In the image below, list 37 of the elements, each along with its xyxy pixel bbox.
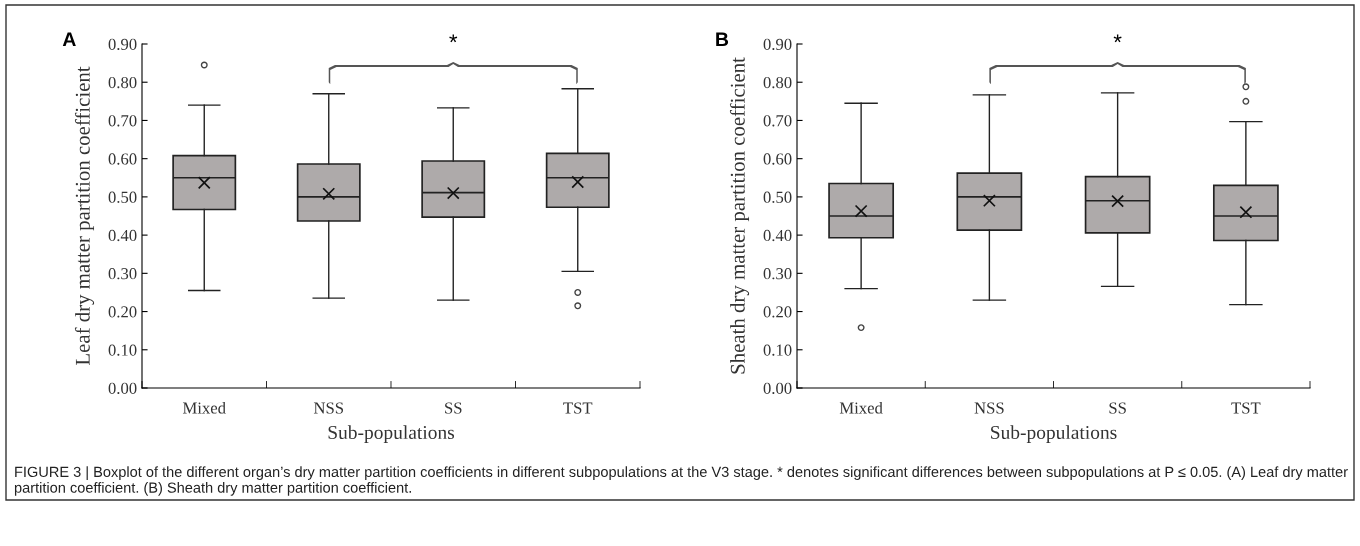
x-tick-label: SS — [445, 402, 462, 414]
y-axis-title: Leaf dry matter partition coefficient — [74, 66, 95, 366]
y-tick-label: 0.40 — [763, 229, 792, 242]
y-tick-label: 0.80 — [108, 76, 137, 89]
y-tick-label: 0.90 — [763, 38, 792, 51]
x-tick-label: NSS — [974, 402, 1004, 414]
y-tick-label: 0.30 — [763, 268, 792, 280]
x-tick-label: NSS — [313, 402, 344, 414]
x-tick-label: Mixed — [839, 401, 883, 414]
y-axis-title: Sheath dry matter partition coefficient — [729, 57, 750, 374]
y-tick-label: 0.10 — [763, 344, 792, 356]
y-tick-label: 0.00 — [763, 382, 792, 395]
y-tick-label: 0.70 — [108, 115, 137, 127]
y-tick-label: 0.50 — [763, 191, 792, 203]
chart-title: A — [62, 32, 76, 46]
chart-title: B — [716, 32, 729, 46]
y-tick-label: 0.60 — [108, 153, 137, 165]
x-axis-title: Sub-populations — [328, 425, 455, 443]
y-tick-label: 0.40 — [108, 229, 137, 242]
y-tick-label: 0.60 — [763, 153, 792, 165]
x-tick-label: TST — [563, 402, 593, 414]
x-tick-label: Mixed — [182, 401, 226, 414]
y-tick-label: 0.80 — [763, 76, 792, 89]
y-tick-label: 0.10 — [108, 344, 137, 356]
x-tick-label: SS — [1109, 402, 1126, 414]
y-tick-label: 0.00 — [108, 382, 137, 395]
text: * — [449, 34, 458, 43]
y-tick-label: 0.30 — [108, 268, 137, 280]
y-tick-label: 0.50 — [108, 191, 137, 203]
y-tick-label: 0.20 — [763, 306, 792, 318]
y-tick-label: 0.70 — [763, 115, 792, 127]
y-tick-label: 0.20 — [108, 306, 137, 318]
y-tick-label: 0.90 — [108, 38, 137, 51]
x-tick-label: TST — [1231, 402, 1261, 414]
caption: FIGURE 3 | Boxplot of the different organ’s dry matter partition coefficients in different subpopulations at the V3 stage. * denotes significant differences between subpopulations at P ≤ 0.05. (A) Leaf dry matter partition coefficient. (B) Sheath dry matter partition coefficient. — [14, 466, 1348, 496]
x-axis-title: Sub-populations — [991, 425, 1117, 443]
text: * — [1113, 34, 1122, 43]
